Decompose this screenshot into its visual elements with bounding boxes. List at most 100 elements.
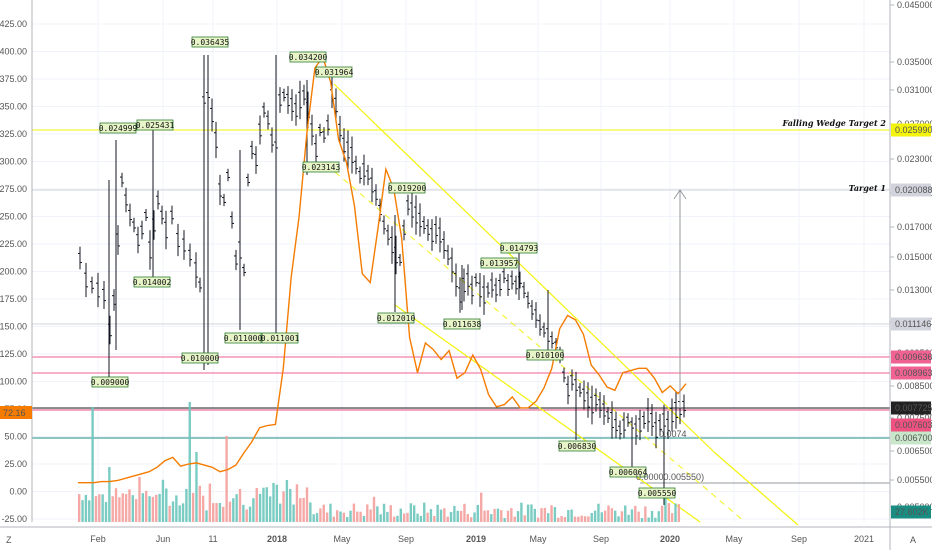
time-axis[interactable]: Feb Jun 11 2018 May Sep 2019 May Sep 2020 May Sep 20… bbox=[0, 526, 932, 544]
price-tag-label: 0.025990 bbox=[895, 125, 932, 135]
annotation-label: 0.009000 bbox=[91, 378, 130, 387]
target-labels: Falling Wedge Target 2 Target 1 bbox=[781, 118, 886, 193]
left-tick-label: 400.00 bbox=[0, 47, 27, 57]
volume-bar bbox=[469, 517, 473, 522]
annotation-label: 0.006830 bbox=[558, 442, 597, 451]
right-tick-label: 0.017000 bbox=[897, 222, 932, 232]
volume-bar bbox=[185, 488, 188, 522]
volume-bar bbox=[600, 512, 603, 522]
wedge-upper-extension bbox=[713, 451, 799, 526]
volume-bar bbox=[205, 510, 208, 522]
annotation-label: 0.011000 bbox=[224, 334, 263, 343]
volume-bar bbox=[563, 517, 567, 522]
volume-bar bbox=[580, 515, 583, 522]
annotation-box bbox=[136, 119, 174, 131]
right-tick-label: 0.015000 bbox=[897, 252, 932, 262]
volume-bar bbox=[593, 510, 597, 522]
volume-bar bbox=[376, 506, 379, 522]
falling-wedge-lines bbox=[333, 83, 799, 526]
annotation-box bbox=[526, 349, 564, 361]
annotation-box bbox=[388, 182, 426, 194]
annotation-label: 0.025431 bbox=[136, 121, 175, 130]
price-tag bbox=[891, 431, 931, 445]
volume-bar bbox=[372, 496, 376, 522]
volume-bar bbox=[520, 502, 523, 522]
volume-bar bbox=[473, 512, 476, 522]
volume-bar bbox=[496, 508, 500, 522]
volume-bar bbox=[466, 514, 469, 522]
volume-bar bbox=[570, 509, 573, 522]
left-tick-label: 250.00 bbox=[0, 212, 27, 222]
volume-bar bbox=[208, 483, 212, 522]
volume-bar bbox=[443, 508, 446, 522]
target-2-label: Falling Wedge Target 2 bbox=[781, 118, 886, 128]
right-tick-label: 0.045000 bbox=[897, 0, 932, 10]
volume-bar bbox=[272, 482, 275, 522]
annotation-label: 0.014793 bbox=[500, 244, 539, 253]
time-tick-label: 2021 bbox=[854, 534, 874, 544]
volume-bar bbox=[168, 505, 171, 522]
price-tag bbox=[891, 401, 931, 415]
volume-bar bbox=[228, 501, 232, 522]
price-tag bbox=[891, 418, 931, 432]
volume-bar bbox=[339, 511, 342, 522]
time-tick-label: May bbox=[333, 534, 351, 544]
volume-bar bbox=[433, 516, 436, 522]
volume-bar bbox=[198, 485, 201, 522]
volume-bar bbox=[218, 502, 222, 522]
volume-bar bbox=[108, 467, 111, 522]
volume-bar bbox=[181, 503, 185, 522]
time-tick-label: Sep bbox=[593, 534, 609, 544]
volume-bar bbox=[305, 487, 309, 522]
volume-bar bbox=[178, 505, 181, 522]
annotation-label: 0.013957 bbox=[480, 259, 519, 268]
volume-bar bbox=[510, 508, 513, 522]
volume-bar bbox=[399, 508, 402, 522]
price-tag bbox=[891, 317, 931, 331]
volume-bar bbox=[88, 500, 91, 522]
volume-bar bbox=[222, 506, 225, 522]
volume-bar bbox=[369, 509, 372, 522]
volume-bar bbox=[332, 516, 335, 522]
volume-bar bbox=[94, 496, 98, 522]
annotation-box bbox=[91, 376, 129, 388]
volume-bar bbox=[325, 512, 329, 522]
annotation-box bbox=[191, 36, 229, 48]
volume-bar bbox=[366, 504, 369, 522]
annotation-label: 0.005550 bbox=[638, 489, 677, 498]
left-tick-label: 425.00 bbox=[0, 19, 27, 29]
volume-bar bbox=[453, 505, 456, 522]
volume-bar bbox=[212, 503, 215, 522]
annotation-label: 0.006064 bbox=[609, 468, 648, 477]
volume-bar bbox=[188, 402, 191, 522]
volume-bar bbox=[329, 503, 332, 522]
volume-bar bbox=[175, 495, 178, 522]
volume-bar bbox=[215, 503, 218, 522]
volume-bar bbox=[335, 510, 339, 522]
volume-bar bbox=[480, 492, 483, 522]
volume-bar bbox=[392, 516, 396, 522]
auto-scale-icon: A bbox=[910, 535, 916, 545]
left-tick-label: 150.00 bbox=[0, 322, 27, 332]
volume-bar bbox=[349, 510, 352, 522]
volume-bar bbox=[610, 508, 614, 522]
volume-bar bbox=[362, 515, 366, 522]
volume-bar bbox=[359, 511, 362, 522]
volume-bar bbox=[382, 503, 386, 522]
volume-bar bbox=[413, 505, 416, 522]
volume-bar bbox=[111, 496, 114, 522]
volume-bar bbox=[352, 503, 356, 522]
volume-bar bbox=[258, 493, 262, 522]
volume-bar bbox=[319, 508, 322, 522]
volume-bar bbox=[547, 513, 550, 522]
price-tag bbox=[891, 183, 931, 197]
volume-bar bbox=[503, 517, 506, 522]
annotation-box bbox=[377, 312, 415, 324]
oscillator-series bbox=[78, 55, 687, 484]
right-tick-label: 0.006500 bbox=[897, 446, 932, 456]
right-tick-label: 0.031000 bbox=[897, 85, 932, 95]
target-1-label: Target 1 bbox=[849, 183, 886, 193]
